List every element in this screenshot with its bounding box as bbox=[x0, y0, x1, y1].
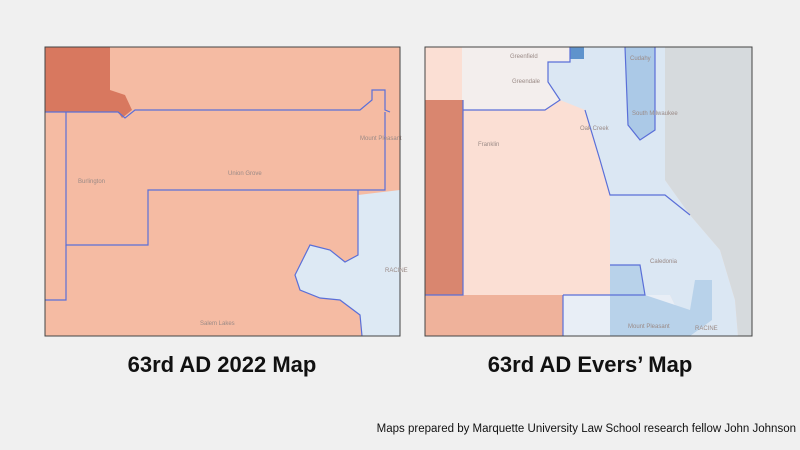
right-places: Greenfield Greendale Cudahy Franklin Oak… bbox=[478, 54, 718, 332]
credit: Maps prepared by Marquette University La… bbox=[377, 423, 796, 435]
place-label: Union Grove bbox=[228, 171, 262, 177]
place-label: Salem Lakes bbox=[200, 321, 235, 327]
place-label: Greendale bbox=[512, 79, 541, 85]
right-map bbox=[424, 46, 753, 337]
place-label: Franklin bbox=[478, 142, 499, 148]
place-label: Mount Pleasant bbox=[360, 136, 402, 142]
map-title: 63rd AD 2022 Map bbox=[128, 352, 317, 377]
map-title: 63rd AD Evers’ Map bbox=[488, 352, 693, 377]
place-label: Mount Pleasant bbox=[628, 324, 670, 330]
place-label: Cudahy bbox=[630, 56, 651, 62]
place-label: South Milwaukee bbox=[632, 111, 678, 117]
left-places: Burlington Union Grove Mount Pleasant Sa… bbox=[78, 136, 408, 327]
place-label: Burlington bbox=[78, 179, 105, 185]
left-map bbox=[44, 46, 401, 337]
place-label: Greenfield bbox=[510, 54, 538, 60]
place-label: RACINE bbox=[695, 326, 718, 332]
place-label: RACINE bbox=[385, 268, 408, 274]
place-label: Oak Creek bbox=[580, 126, 610, 132]
place-label: Caledonia bbox=[650, 259, 678, 265]
